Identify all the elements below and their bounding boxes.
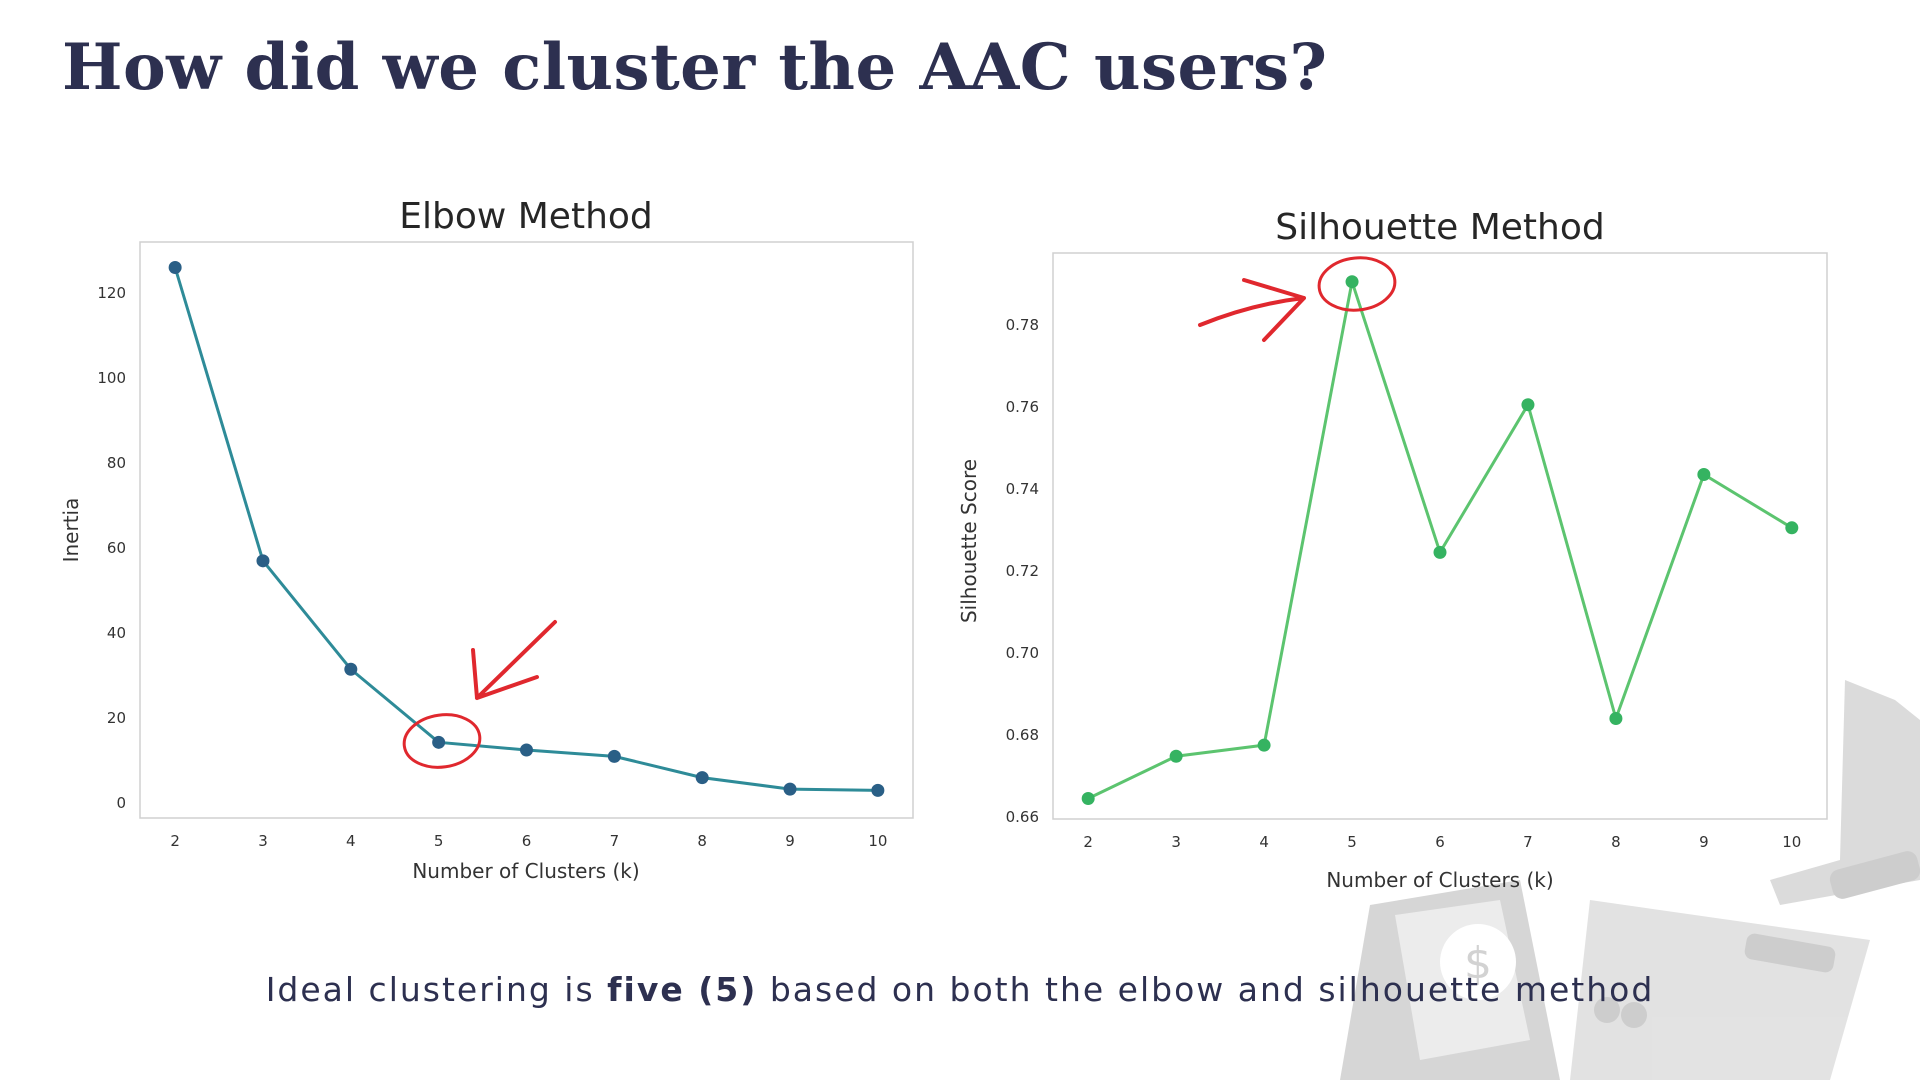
caption: Ideal clustering is five (5) based on bo… [0, 970, 1920, 1009]
elbow-y-tick-label: 100 [97, 369, 126, 387]
silhouette-arrow-icon [1198, 278, 1306, 342]
silhouette-x-tick-label: 8 [1611, 833, 1621, 851]
silhouette-y-tick-label: 0.70 [1006, 644, 1039, 662]
silhouette-data-point [1433, 545, 1447, 559]
silhouette-ticks: 2 3 4 5 6 7 8 9 10 0.66 0.68 0.70 0.72 0.74 0.76 0.78 [1006, 316, 1802, 851]
elbow-highlight-circle [402, 713, 482, 769]
silhouette-x-tick-label: 4 [1259, 833, 1269, 851]
elbow-x-tick-label: 8 [697, 832, 707, 850]
elbow-data-point [168, 261, 182, 275]
elbow-x-tick-label: 2 [170, 832, 180, 850]
silhouette-x-tick-label: 2 [1083, 833, 1093, 851]
elbow-data-point [520, 743, 533, 757]
silhouette-data-point [1257, 738, 1271, 752]
dollar-icon: $ [1464, 938, 1492, 989]
elbow-points [168, 261, 885, 797]
elbow-x-axis-label: Number of Clusters (k) [412, 859, 639, 883]
silhouette-data-point [1081, 791, 1095, 805]
elbow-x-tick-label: 9 [785, 832, 795, 850]
silhouette-data-point [1697, 467, 1711, 481]
elbow-y-tick-label: 60 [107, 539, 126, 557]
silhouette-chart-title: Silhouette Method [1275, 207, 1605, 248]
elbow-y-tick-label: 20 [107, 709, 126, 727]
elbow-y-tick-label: 0 [116, 794, 126, 812]
elbow-y-tick-label: 120 [97, 284, 126, 302]
elbow-x-tick-label: 6 [522, 832, 532, 850]
silhouette-data-point [1785, 521, 1799, 535]
elbow-y-tick-label: 40 [107, 624, 126, 642]
coin-shape [1440, 924, 1516, 1000]
elbow-data-point [344, 662, 358, 676]
silhouette-x-tick-label: 10 [1782, 833, 1801, 851]
silhouette-chart: Silhouette Method Number of Clusters (k)… [957, 207, 1828, 892]
elbow-y-tick-label: 80 [107, 454, 126, 472]
silhouette-x-tick-label: 9 [1699, 833, 1709, 851]
card-chip-icon [1621, 1002, 1647, 1028]
silhouette-y-tick-label: 0.74 [1006, 480, 1039, 498]
elbow-x-tick-label: 10 [868, 832, 887, 850]
card-stack-stripe [1829, 851, 1920, 899]
caption-highlight: five (5) [607, 970, 758, 1009]
card-chip-icon [1594, 997, 1620, 1023]
elbow-x-tick-label: 5 [434, 832, 444, 850]
elbow-data-point [607, 749, 621, 763]
silhouette-points [1081, 275, 1799, 805]
elbow-chart: Elbow Method Number of Clusters (k) Iner… [59, 196, 914, 883]
caption-text-end: based on both the elbow and silhouette m… [757, 970, 1655, 1009]
silhouette-x-tick-label: 3 [1171, 833, 1181, 851]
silhouette-annotation [1198, 256, 1397, 342]
card-stripe [1744, 933, 1836, 973]
silhouette-x-tick-label: 7 [1523, 833, 1533, 851]
silhouette-highlight-circle [1317, 256, 1397, 312]
silhouette-data-point [1169, 749, 1183, 763]
silhouette-data-point [1609, 712, 1623, 726]
card-stack-shape [1770, 680, 1920, 905]
silhouette-y-tick-label: 0.78 [1006, 316, 1039, 334]
elbow-x-tick-label: 4 [346, 832, 356, 850]
silhouette-x-tick-label: 6 [1435, 833, 1445, 851]
elbow-annotation [402, 620, 557, 769]
silhouette-y-tick-label: 0.68 [1006, 726, 1039, 744]
page-title: How did we cluster the AAC users? [62, 30, 1328, 105]
silhouette-y-tick-label: 0.76 [1006, 398, 1039, 416]
silhouette-x-tick-label: 5 [1347, 833, 1357, 851]
silhouette-y-axis-label: Silhouette Score [957, 459, 981, 623]
elbow-data-point [695, 771, 709, 785]
silhouette-data-point [1521, 398, 1535, 412]
silhouette-x-axis-label: Number of Clusters (k) [1326, 868, 1553, 892]
elbow-x-tick-label: 7 [610, 832, 620, 850]
elbow-x-tick-label: 3 [258, 832, 268, 850]
caption-text: Ideal clustering is [265, 970, 608, 1009]
elbow-plot-area [139, 241, 914, 819]
elbow-data-point [432, 735, 446, 749]
silhouette-y-tick-label: 0.66 [1006, 808, 1039, 826]
silhouette-y-tick-label: 0.72 [1006, 562, 1039, 580]
silhouette-plot-area [1052, 252, 1828, 820]
silhouette-data-point [1345, 275, 1359, 289]
elbow-data-point [256, 554, 270, 568]
elbow-data-point [871, 783, 885, 797]
elbow-arrow-icon [471, 620, 557, 700]
elbow-data-point [783, 782, 797, 796]
elbow-chart-title: Elbow Method [399, 196, 653, 237]
elbow-y-axis-label: Inertia [59, 498, 83, 563]
